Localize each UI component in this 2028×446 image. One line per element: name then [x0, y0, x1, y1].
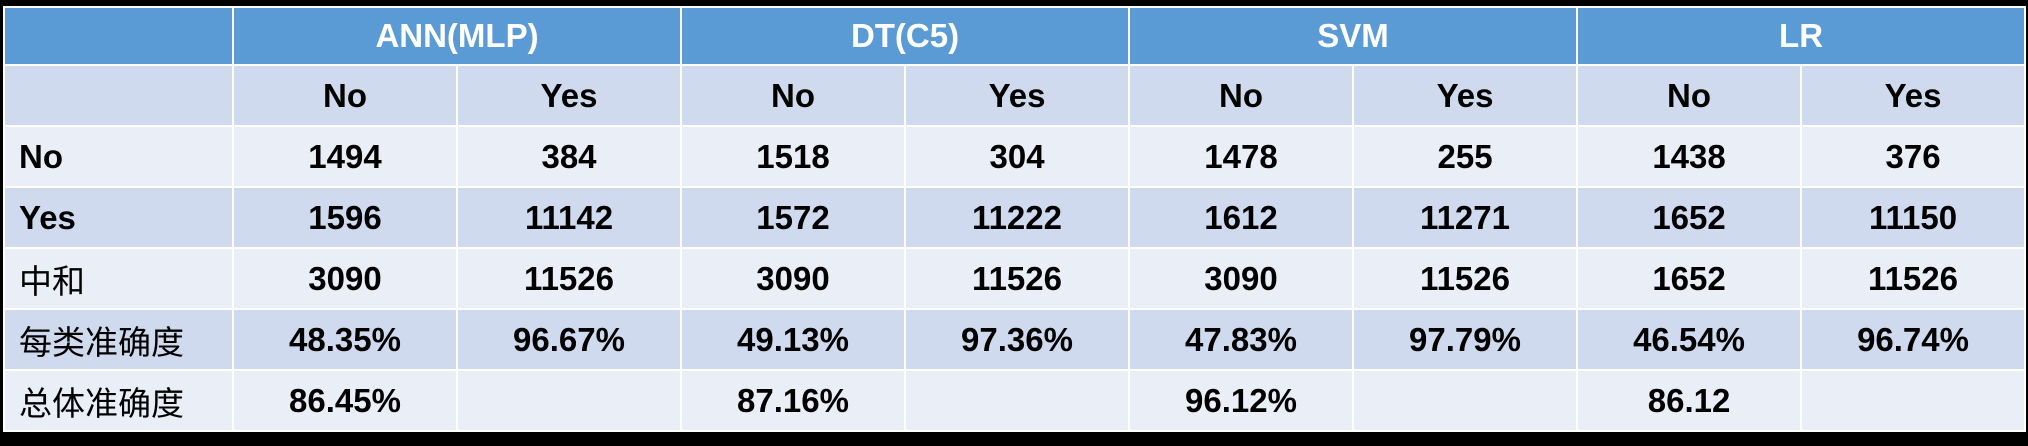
row-label: 每类准确度 — [3, 308, 234, 371]
cell: 11526 — [1352, 247, 1579, 310]
cell: 96.67% — [455, 308, 683, 371]
cell: 3090 — [680, 247, 907, 310]
column-header: No — [232, 64, 458, 127]
group-header: ANN(MLP) — [231, 6, 683, 66]
empty-cell — [904, 369, 1131, 432]
confusion-table: ANN(MLP) DT(C5) SVM LR No Yes No Yes No Yes No Yes N… — [3, 6, 2027, 432]
cell: 11526 — [904, 247, 1131, 310]
cell: 3090 — [1128, 247, 1355, 310]
column-header: No — [1576, 64, 1803, 127]
cell: 1612 — [1128, 186, 1355, 249]
cell: 1494 — [232, 125, 458, 188]
cell: 46.54% — [1576, 308, 1803, 371]
cell: 304 — [904, 125, 1131, 188]
cell: 3090 — [232, 247, 458, 310]
cell: 11271 — [1352, 186, 1579, 249]
corner-cell — [3, 6, 234, 66]
cell: 376 — [1800, 125, 2027, 188]
empty-cell — [1352, 369, 1579, 432]
cell: 11526 — [1800, 247, 2027, 310]
cell: 11222 — [904, 186, 1131, 249]
cell: 255 — [1352, 125, 1579, 188]
group-header: DT(C5) — [680, 6, 1131, 66]
corner-cell — [3, 64, 234, 127]
cell: 1438 — [1576, 125, 1803, 188]
cell: 11150 — [1800, 186, 2027, 249]
cell: 96.12% — [1128, 369, 1355, 432]
cell: 87.16% — [680, 369, 907, 432]
cell: 11526 — [455, 247, 683, 310]
empty-cell — [1800, 369, 2027, 432]
cell: 1518 — [680, 125, 907, 188]
cell: 47.83% — [1128, 308, 1355, 371]
table-container: ANN(MLP) DT(C5) SVM LR No Yes No Yes No Yes No Yes N… — [3, 6, 2027, 432]
cell: 1652 — [1576, 247, 1803, 310]
column-header: Yes — [455, 64, 683, 127]
cell: 96.74% — [1800, 308, 2027, 371]
row-label: 中和 — [3, 247, 234, 310]
cell: 1652 — [1576, 186, 1803, 249]
cell: 11142 — [455, 186, 683, 249]
subheader-row: No Yes No Yes No Yes No Yes — [3, 64, 2027, 127]
row-label: 总体准确度 — [3, 369, 234, 432]
header-row: ANN(MLP) DT(C5) SVM LR — [3, 6, 2027, 66]
column-header: No — [1128, 64, 1355, 127]
column-header: Yes — [1352, 64, 1579, 127]
data-row: 中和 3090 11526 3090 11526 3090 11526 1652 11526 — [3, 247, 2027, 310]
cell: 97.36% — [904, 308, 1131, 371]
row-label: No — [3, 125, 234, 188]
cell: 49.13% — [680, 308, 907, 371]
data-row: 总体准确度 86.45% 87.16% 96.12% 86.12 — [3, 369, 2027, 432]
data-row: 每类准确度 48.35% 96.67% 49.13% 97.36% 47.83% 97.79… — [3, 308, 2027, 371]
cell: 1478 — [1128, 125, 1355, 188]
row-label: Yes — [3, 186, 234, 249]
cell: 97.79% — [1352, 308, 1579, 371]
empty-cell — [455, 369, 683, 432]
cell: 86.45% — [232, 369, 458, 432]
group-header: SVM — [1128, 6, 1579, 66]
cell: 86.12 — [1576, 369, 1803, 432]
group-header: LR — [1576, 6, 2027, 66]
data-row: Yes 1596 11142 1572 11222 1612 11271 1652 11150 — [3, 186, 2027, 249]
cell: 384 — [455, 125, 683, 188]
cell: 48.35% — [232, 308, 458, 371]
cell: 1596 — [232, 186, 458, 249]
cell: 1572 — [680, 186, 907, 249]
column-header: No — [680, 64, 907, 127]
column-header: Yes — [1800, 64, 2027, 127]
data-row: No 1494 384 1518 304 1478 255 1438 376 — [3, 125, 2027, 188]
column-header: Yes — [904, 64, 1131, 127]
